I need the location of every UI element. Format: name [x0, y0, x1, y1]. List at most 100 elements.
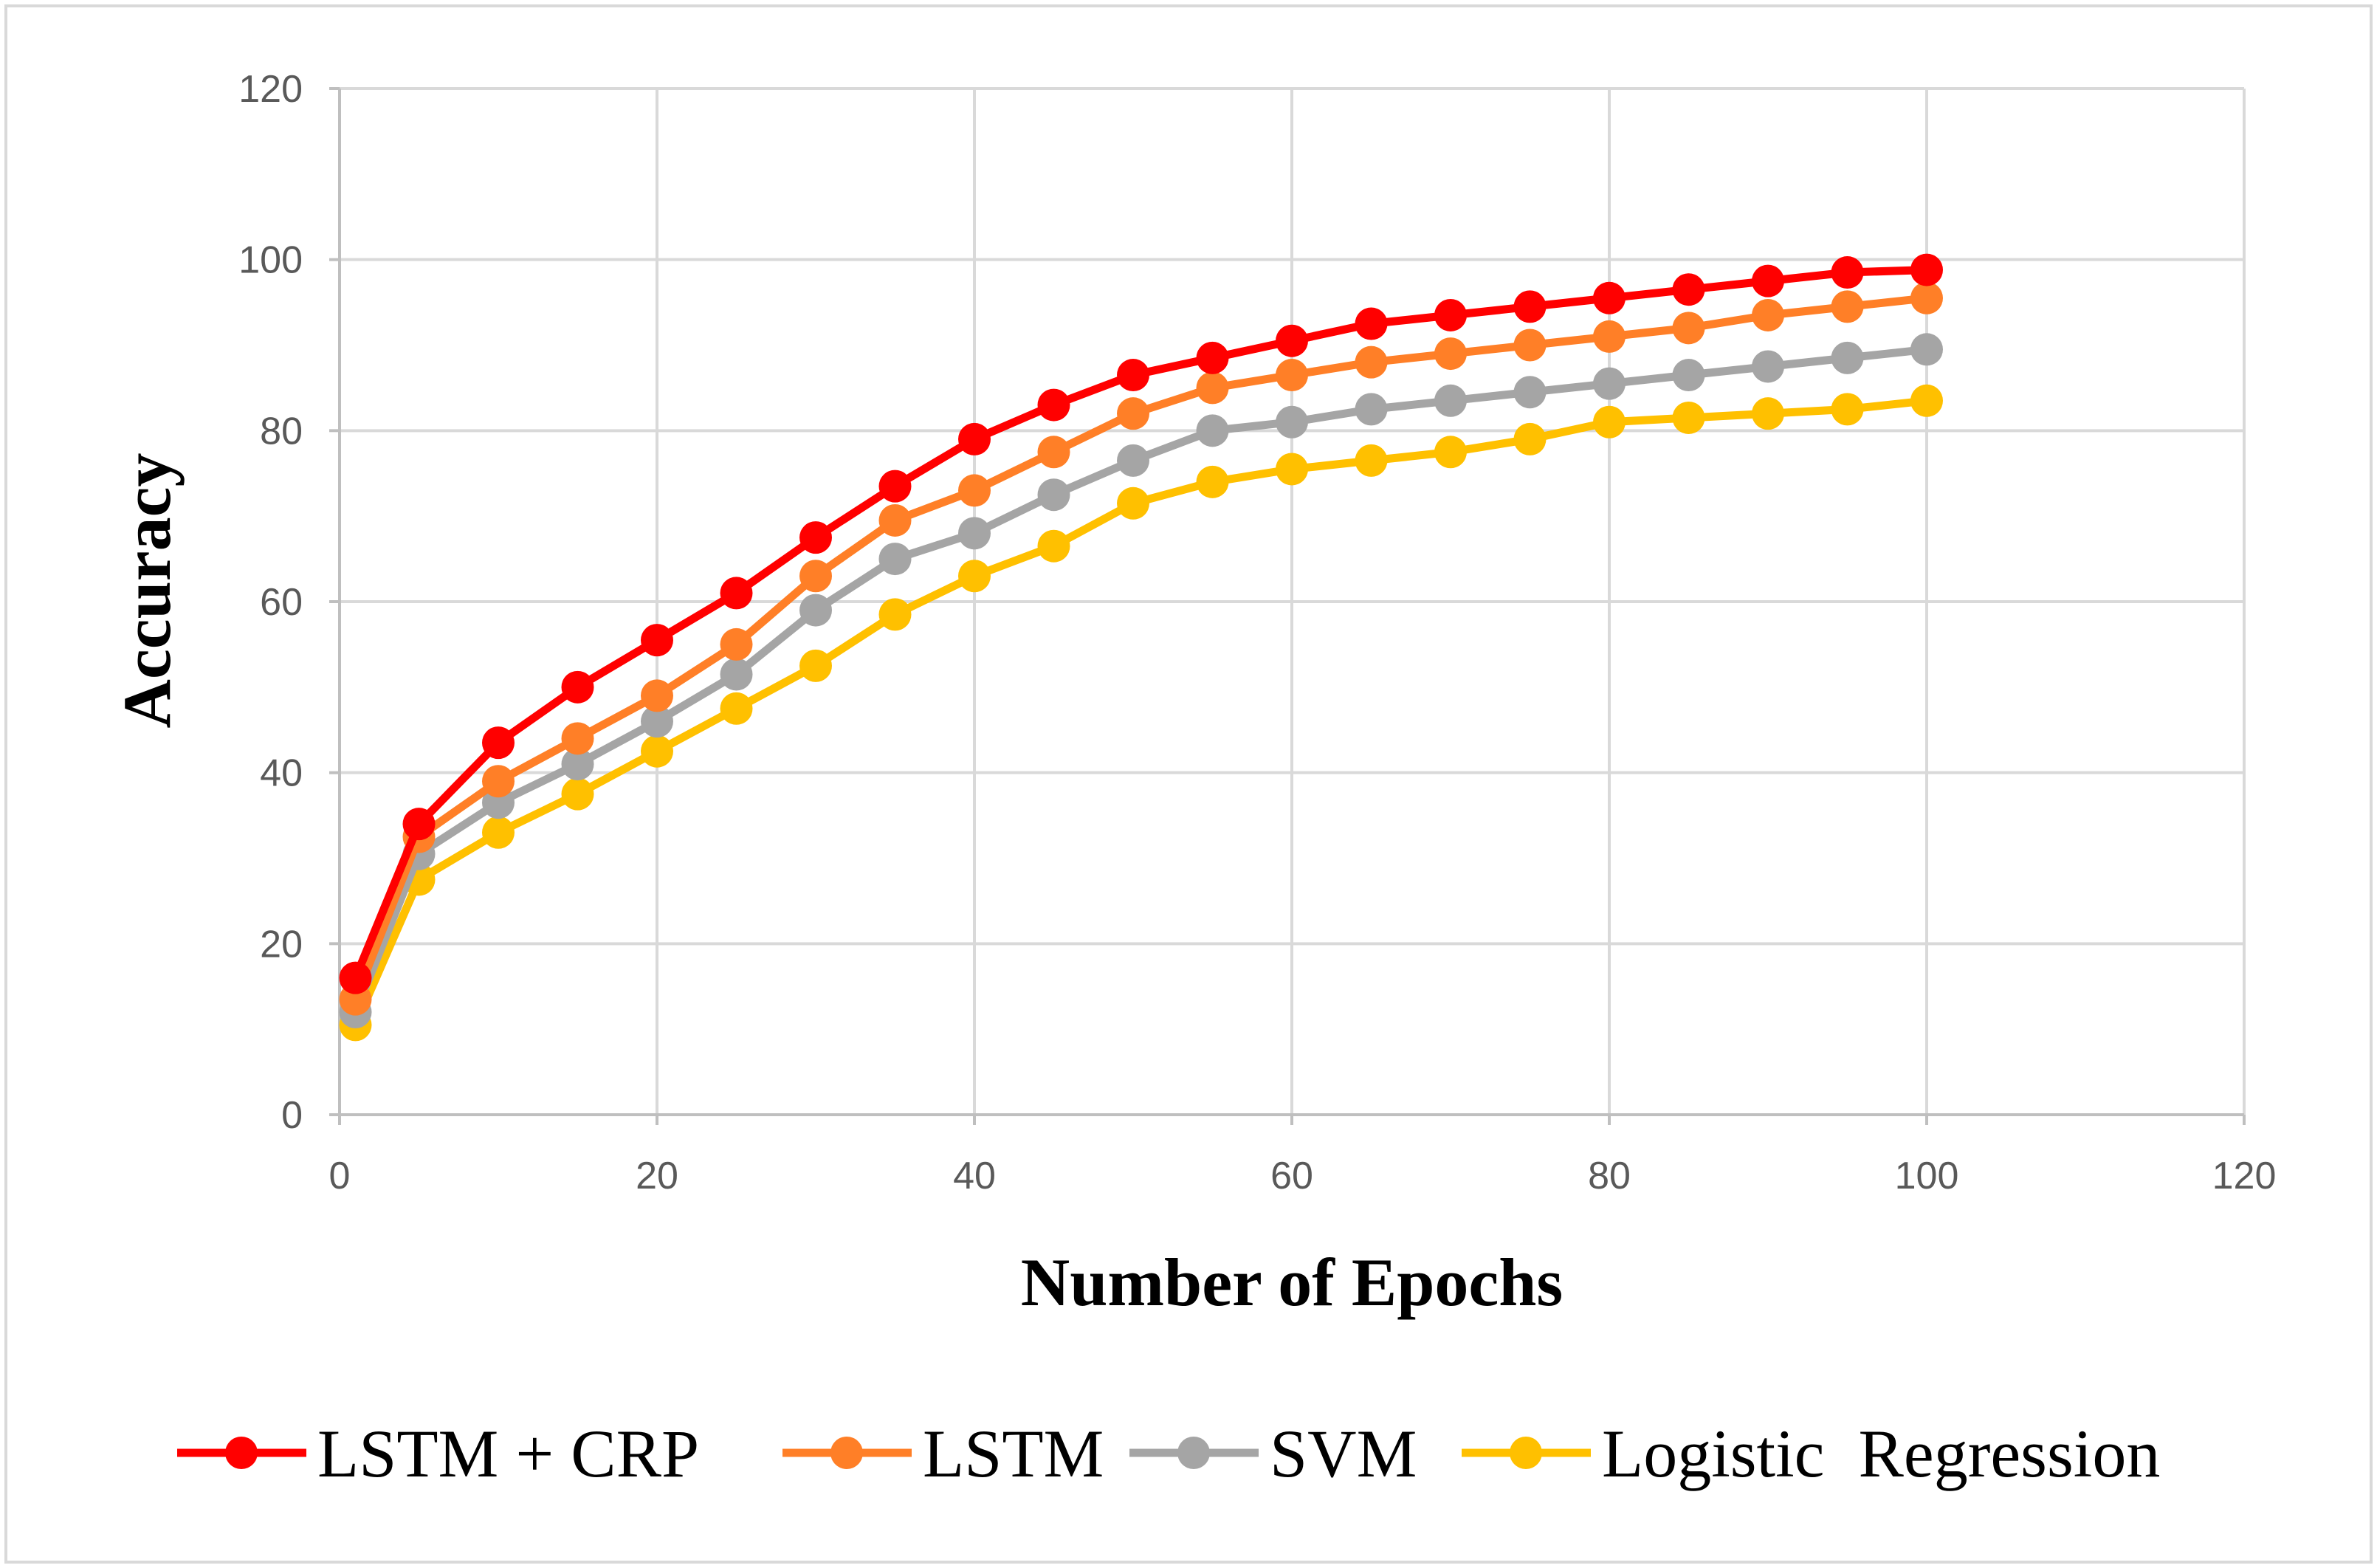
data-point	[1117, 486, 1149, 520]
data-point	[1037, 436, 1070, 469]
data-point	[1831, 290, 1864, 323]
data-point	[1910, 281, 1943, 314]
data-point	[720, 692, 753, 725]
data-point	[878, 543, 912, 576]
data-point	[1910, 384, 1943, 417]
data-point	[878, 503, 912, 537]
data-point	[1276, 324, 1308, 357]
legend-item: LSTM	[782, 1416, 1104, 1491]
axes	[329, 87, 2246, 1125]
x-tick-label: 120	[2212, 1155, 2277, 1197]
data-point	[1831, 256, 1864, 289]
data-point	[1196, 414, 1229, 447]
data-point	[1355, 307, 1388, 340]
legend-marker	[1177, 1437, 1210, 1469]
data-point	[1117, 444, 1149, 477]
data-point	[1434, 298, 1467, 331]
y-tick-label: 0	[281, 1094, 303, 1137]
data-point	[799, 521, 832, 554]
legend-marker	[1510, 1437, 1542, 1469]
data-point	[1672, 359, 1705, 392]
data-point	[1037, 478, 1070, 512]
data-point	[958, 422, 991, 455]
data-point	[339, 961, 372, 994]
data-point	[1276, 359, 1308, 392]
data-point	[1355, 393, 1388, 426]
y-tick-labels: 0 20 40 60 80 100 120	[238, 68, 303, 1137]
legend-label: LSTM + CRP	[317, 1416, 699, 1491]
chart-frame	[4, 4, 2373, 1564]
data-point	[641, 679, 673, 712]
data-point	[958, 474, 991, 507]
y-tick-label: 20	[260, 923, 303, 966]
data-point	[1434, 436, 1467, 469]
data-point	[1831, 341, 1864, 374]
x-tick-label: 100	[1895, 1155, 1959, 1197]
y-tick-label: 60	[260, 581, 303, 624]
data-point	[1513, 290, 1547, 323]
legend-label: SVM	[1270, 1416, 1417, 1491]
data-point	[1276, 405, 1308, 439]
data-point	[958, 560, 991, 593]
y-tick-label: 40	[260, 752, 303, 795]
data-point	[561, 748, 594, 781]
data-point	[402, 808, 436, 841]
data-point	[1593, 405, 1626, 439]
series-lstm-crp	[339, 253, 1943, 994]
data-point	[641, 705, 673, 738]
data-point	[1355, 444, 1388, 477]
data-point	[1752, 397, 1784, 430]
data-point	[878, 598, 912, 631]
series-svm	[339, 333, 1943, 1028]
data-point	[1196, 341, 1229, 374]
data-point	[1672, 273, 1705, 306]
data-point	[799, 649, 832, 682]
data-point	[1752, 264, 1784, 298]
data-point	[561, 777, 594, 811]
data-point	[720, 577, 753, 610]
data-point	[1037, 529, 1070, 563]
data-point	[1434, 384, 1467, 417]
series-logistic-regression	[339, 384, 1943, 1042]
data-point	[1672, 401, 1705, 434]
y-tick-label: 80	[260, 410, 303, 453]
data-point	[561, 722, 594, 755]
x-tick-label: 40	[953, 1155, 996, 1197]
x-tick-label: 60	[1270, 1155, 1313, 1197]
data-point	[641, 624, 673, 657]
data-point	[1831, 393, 1864, 426]
data-point	[641, 735, 673, 768]
data-point	[1513, 376, 1547, 409]
data-point	[482, 765, 515, 798]
y-axis-title: Accuracy	[109, 453, 185, 729]
legend-item: SVM	[1129, 1416, 1417, 1491]
data-point	[1513, 422, 1547, 455]
data-point	[482, 726, 515, 760]
data-point	[1593, 320, 1626, 353]
data-point	[720, 627, 753, 661]
x-tick-label: 0	[329, 1155, 351, 1197]
data-point	[1037, 388, 1070, 422]
data-point	[878, 470, 912, 503]
data-point	[1910, 253, 1943, 286]
legend-label: Logistic Regression	[1602, 1416, 2160, 1491]
data-point	[1117, 397, 1149, 430]
data-point	[1513, 329, 1547, 362]
legend-marker	[225, 1437, 258, 1469]
data-point	[1276, 453, 1308, 486]
data-point	[799, 594, 832, 627]
legend: LSTM + CRP LSTM SVM Logistic Regression	[177, 1416, 2160, 1491]
data-point	[561, 670, 594, 704]
data-point	[720, 658, 753, 691]
data-point	[1355, 345, 1388, 379]
x-tick-label: 20	[636, 1155, 678, 1197]
data-point	[1593, 281, 1626, 314]
data-point	[1196, 371, 1229, 405]
y-tick-label: 100	[238, 239, 303, 282]
x-tick-labels: 0 20 40 60 80 100 120	[329, 1155, 2277, 1197]
y-tick-label: 120	[238, 68, 303, 111]
x-axis-title: Number of Epochs	[1021, 1245, 1563, 1320]
data-point	[1752, 298, 1784, 331]
